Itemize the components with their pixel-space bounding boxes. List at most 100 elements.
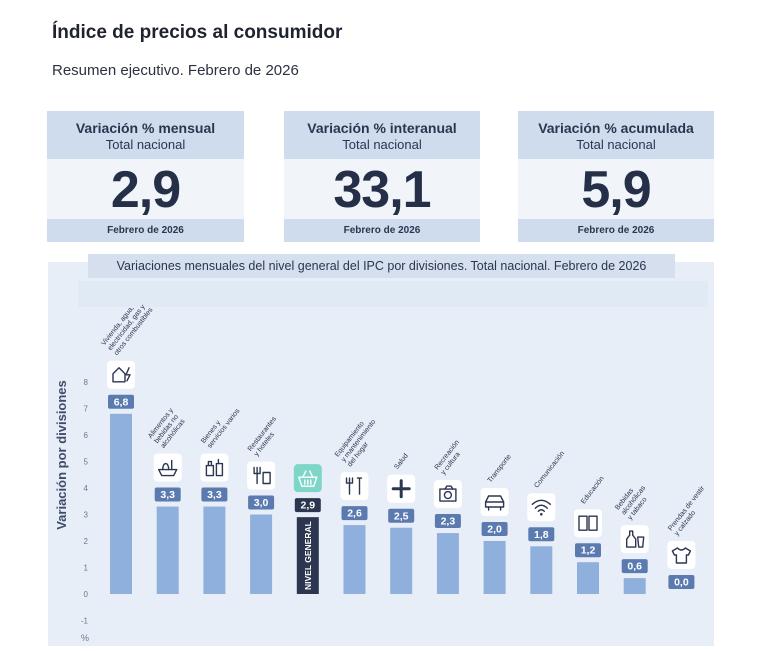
value-label-background <box>528 527 555 542</box>
data-value-label: 3,3 <box>160 489 175 501</box>
t-shirt-icon <box>667 541 696 569</box>
icon-badge <box>200 453 229 482</box>
category-label: Equipamientoy mantenimientodel hogar <box>334 414 384 469</box>
card-header: Variación % acumulada Total nacional <box>518 111 714 159</box>
category-label: Recreacióny cultura <box>434 439 468 476</box>
icon-badge <box>433 480 462 509</box>
category-label: Prendas de vestiry calzado <box>667 485 713 538</box>
y-tick-label: 4 <box>84 484 89 493</box>
food-basket-icon-stroke <box>162 462 170 471</box>
data-value-label: 3,0 <box>254 497 269 509</box>
card-value: 5,9 <box>518 159 714 219</box>
y-tick-label: 5 <box>84 458 89 467</box>
fork-and-cup-icon-stroke <box>253 466 261 485</box>
card-monthly-variation: Variación % mensual Total nacional 2,9 F… <box>47 111 244 242</box>
shopping-basket-icon-stroke <box>302 470 314 478</box>
house-electricity-icon <box>107 360 135 389</box>
health-cross-icon-stroke <box>391 479 411 499</box>
bar <box>577 562 599 594</box>
wifi-icon-stroke <box>537 509 545 512</box>
fork-and-cup-icon <box>247 461 276 490</box>
category-label-line: Educación <box>580 475 606 505</box>
book-icon <box>574 509 602 538</box>
value-label-background <box>341 506 368 521</box>
icon-badge <box>293 464 322 493</box>
y-tick-label: -1 <box>81 617 89 626</box>
category-label: Bebidasalcohólicasy tabaco <box>614 479 654 521</box>
data-value-label: 2,6 <box>347 508 362 520</box>
bar <box>343 525 366 594</box>
icon-badge <box>527 493 556 522</box>
household-tools-icon <box>340 472 369 501</box>
y-tick-label: 1 <box>84 564 89 573</box>
icon-badge <box>153 453 182 482</box>
camera-icon-stroke <box>439 488 457 502</box>
category-label: Salud <box>393 452 410 471</box>
bar <box>623 578 646 594</box>
car-icon <box>480 488 509 516</box>
value-label-background <box>154 487 181 502</box>
house-electricity-icon-stroke <box>125 367 131 382</box>
wifi-icon-dot <box>540 513 543 516</box>
category-label: Restaurantesy hoteles <box>247 415 285 457</box>
value-label-background <box>201 487 228 502</box>
category-label-line: Transporte <box>487 453 513 484</box>
page-title: Índice de precios al consumidor <box>52 22 343 43</box>
camera-icon-stroke <box>443 490 453 500</box>
card-subtitle: Total nacional <box>342 137 422 152</box>
food-basket-icon <box>153 453 182 482</box>
personal-care-bottles-icon-stroke <box>215 462 224 477</box>
y-tick-label: 6 <box>84 431 89 440</box>
y-tick-label: 7 <box>84 405 89 414</box>
category-label: Bienes yservicios varios <box>200 402 242 449</box>
personal-care-bottles-icon-stroke <box>207 460 213 467</box>
bar <box>530 546 553 594</box>
bar <box>296 517 319 594</box>
value-label-background <box>108 394 134 409</box>
value-label-background <box>294 498 321 513</box>
household-tools-icon-stroke <box>345 477 354 495</box>
bar <box>436 533 459 594</box>
book-icon-stroke <box>578 515 588 531</box>
data-value-label: 1,8 <box>534 529 549 541</box>
value-label-background <box>434 514 461 529</box>
value-label-background <box>248 495 275 510</box>
car-icon-stroke <box>484 501 505 511</box>
y-axis-title: Variación por divisiones <box>54 380 69 530</box>
y-tick-label: 8 <box>84 378 89 387</box>
bar <box>250 514 273 594</box>
category-label: Educación <box>580 475 606 505</box>
card-header: Variación % interanual Total nacional <box>284 111 480 159</box>
icon-badge <box>247 461 276 490</box>
data-value-label: 2,9 <box>300 500 315 512</box>
data-value-label: 3,3 <box>207 489 222 501</box>
value-label-background <box>575 543 601 558</box>
y-tick-label: 2 <box>84 537 89 546</box>
bottle-and-glass-icon-stroke <box>626 530 637 548</box>
data-value-label: 0,0 <box>674 577 689 589</box>
data-value-label: 6,8 <box>114 396 129 408</box>
icon-badge <box>107 360 135 389</box>
y-unit-label: % <box>81 633 89 643</box>
card-subtitle: Total nacional <box>105 137 186 152</box>
category-label: Transporte <box>487 453 513 484</box>
shopping-basket-icon <box>293 464 322 493</box>
wifi-icon <box>527 493 556 522</box>
card-yearly-variation: Variación % interanual Total nacional 33… <box>284 111 480 242</box>
data-value-label: 2,3 <box>441 516 456 528</box>
card-value: 33,1 <box>284 159 480 219</box>
card-title: Variación % interanual <box>307 120 457 136</box>
y-tick-label: 3 <box>84 511 89 520</box>
bottle-and-glass-icon-stroke <box>637 536 645 548</box>
card-value: 2,9 <box>47 159 244 219</box>
data-value-label: 0,6 <box>627 561 642 573</box>
health-cross-icon <box>387 474 416 503</box>
bar <box>390 527 413 594</box>
category-label: Comunicación <box>533 450 566 489</box>
card-accumulated-variation: Variación % acumulada Total nacional 5,9… <box>518 111 714 242</box>
bottle-and-glass-icon <box>620 525 649 554</box>
t-shirt-icon-stroke <box>671 547 692 564</box>
card-period: Febrero de 2026 <box>47 219 244 242</box>
card-subtitle: Total nacional <box>576 137 656 152</box>
